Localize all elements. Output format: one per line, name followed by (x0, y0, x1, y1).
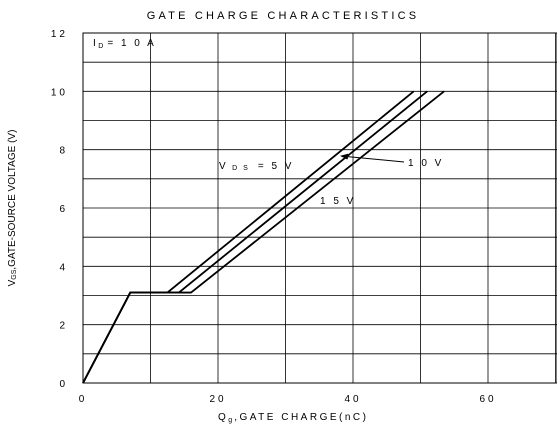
x-tick-label: 20 (209, 394, 226, 405)
y-tick-label: 2 (59, 321, 68, 332)
y-tick-label: 8 (59, 146, 68, 157)
annotation-10v: 1 0 V (408, 158, 444, 169)
x-tick-label: 60 (479, 394, 496, 405)
chart-title: GATE CHARGE CHARACTERISTICS (147, 10, 420, 22)
y-axis-label-v: V (7, 279, 18, 286)
x-tick-labels: 0 20 40 60 (79, 394, 496, 405)
condition-rest: = 1 0 A (107, 38, 156, 49)
y-tick-label: 12 (51, 29, 68, 40)
x-axis-label: Qg,GATE CHARGE(nC) (218, 412, 368, 424)
y-tick-label: 4 (59, 262, 68, 273)
y-tick-label: 6 (59, 204, 68, 215)
x-axis-label-q: Q (218, 412, 228, 423)
x-tick-label: 0 (79, 394, 88, 405)
y-tick-labels: 0 2 4 6 8 10 12 (51, 29, 68, 390)
condition-label: ID = 1 0 A (93, 38, 156, 50)
y-axis-label: VGS,GATE-SOURCE VOLTAGE (V) (7, 130, 18, 287)
y-axis-label-gs: GS (11, 269, 18, 279)
series-lines (82, 90, 445, 384)
y-tick-label: 0 (59, 379, 68, 390)
annotation-10v-arrow (340, 153, 405, 163)
condition-i: I (93, 38, 98, 49)
annotation-vds-suffix: = 5 V (258, 161, 294, 172)
annotation-vds-5v: V D S = 5 V (219, 161, 294, 172)
y-axis-label-rest: ,GATE-SOURCE VOLTAGE (V) (7, 130, 18, 270)
x-axis-label-rest: ,GATE CHARGE(nC) (234, 412, 368, 423)
series-line-3 (82, 90, 445, 384)
plot-frame (82, 32, 557, 384)
annotation-vds-sub: D S (232, 165, 250, 172)
annotation-vds-prefix: V (219, 161, 228, 172)
annotation-15v: 1 5 V (320, 196, 356, 207)
condition-d: D (98, 43, 105, 50)
grid (83, 33, 557, 383)
y-tick-label: 10 (51, 87, 68, 98)
x-tick-label: 40 (344, 394, 361, 405)
x-axis-label-g: g (228, 417, 234, 424)
